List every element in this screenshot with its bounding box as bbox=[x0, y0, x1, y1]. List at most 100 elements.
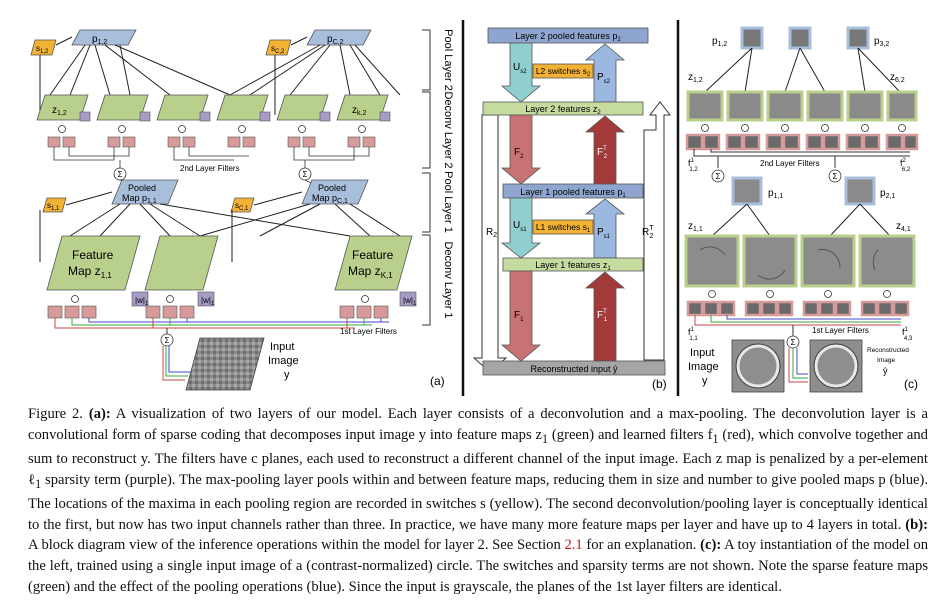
filters1 bbox=[47, 305, 389, 319]
input-label-a: Input bbox=[270, 341, 294, 353]
svg-text:sC,2: sC,2 bbox=[271, 44, 285, 55]
l2-features-block bbox=[482, 101, 644, 116]
svg-text:f11,2: f1 1,2 bbox=[688, 158, 698, 173]
svg-text:Pooled: Pooled bbox=[128, 183, 156, 193]
filters2-wires bbox=[53, 147, 370, 168]
svg-text:p1,2: p1,2 bbox=[712, 36, 727, 48]
input-wires bbox=[162, 346, 191, 381]
svg-text:sC,1: sC,1 bbox=[235, 201, 249, 212]
l1-features-block bbox=[502, 257, 644, 272]
r2t-label: RT 2 bbox=[642, 225, 654, 240]
svg-text:F1: F1 bbox=[514, 310, 524, 323]
panel-c-filters2 bbox=[685, 133, 919, 151]
svg-text:s1,1: s1,1 bbox=[47, 201, 60, 212]
l1-pooled-block bbox=[502, 183, 644, 199]
svg-text:Us2: Us2 bbox=[513, 62, 527, 75]
svg-text:z1,2: z1,2 bbox=[688, 72, 703, 84]
svg-text:|w|1: |w|1 bbox=[201, 296, 215, 307]
us1-arrow bbox=[500, 197, 542, 259]
r2-label: R2 bbox=[486, 227, 497, 239]
caption-a-tag: (a): bbox=[88, 406, 111, 422]
l1-switches-block bbox=[532, 219, 594, 235]
filters2-label: 2nd Layer Filters bbox=[180, 164, 240, 173]
sum2-left: Σ bbox=[113, 167, 127, 181]
section-ref-link[interactable]: 2.1 bbox=[564, 537, 583, 554]
svg-text:Layer 2 features z2: Layer 2 features z2 bbox=[525, 104, 601, 116]
pool2-left: p1,2 bbox=[71, 29, 137, 46]
z2-maps: z1,2 zk,2 bbox=[36, 94, 391, 122]
svg-text:y: y bbox=[702, 375, 708, 387]
svg-text:Reconstructed input ŷ: Reconstructed input ŷ bbox=[530, 364, 618, 374]
sum2-right: Σ bbox=[298, 167, 312, 181]
svg-text:Ps1: Ps1 bbox=[597, 227, 611, 240]
switch2-right: sC,2 bbox=[265, 39, 292, 56]
sum1: Σ bbox=[160, 333, 174, 347]
svg-text:p2,1: p2,1 bbox=[880, 188, 895, 200]
svg-text:Map p1,1: Map p1,1 bbox=[122, 193, 157, 205]
svg-text:F2: F2 bbox=[514, 147, 524, 160]
svg-text:z6,2: z6,2 bbox=[890, 72, 905, 84]
svg-text:p1,2: p1,2 bbox=[92, 34, 107, 46]
svg-text:Map pC,1: Map pC,1 bbox=[312, 193, 348, 205]
svg-text:Feature: Feature bbox=[72, 248, 114, 262]
side-label-pool2: Pool Layer 2 bbox=[442, 29, 454, 91]
svg-text:ŷ: ŷ bbox=[883, 366, 888, 376]
svg-text:|w|1: |w|1 bbox=[403, 296, 417, 307]
l2-switches-block bbox=[532, 63, 594, 79]
input-image-a bbox=[185, 337, 265, 391]
svg-text:Ps2: Ps2 bbox=[597, 72, 611, 85]
svg-text:Reconstructed: Reconstructed bbox=[867, 347, 909, 354]
conv1-symbols bbox=[71, 295, 369, 303]
pool1-right: Pooled Map pC,1 bbox=[301, 179, 369, 205]
f1-arrow bbox=[500, 270, 542, 362]
l2-pooled-label: Layer 2 pooled features p2 bbox=[515, 31, 621, 43]
reconstructed-block bbox=[482, 360, 666, 376]
f1t-arrow bbox=[584, 271, 626, 362]
f2-arrow bbox=[500, 114, 542, 185]
z1-maps: Feature Map z1,1 Feature Map zK,1 |w|1 |… bbox=[46, 235, 417, 307]
figure-caption: Figure 2. (a): A visualization of two la… bbox=[28, 406, 928, 595]
svg-text:Σ: Σ bbox=[716, 172, 721, 181]
svg-text:1st Layer Filters: 1st Layer Filters bbox=[812, 326, 869, 335]
pool2-right: pC,2 bbox=[306, 29, 372, 46]
svg-text:f11,1: f1 1,1 bbox=[688, 327, 698, 342]
svg-text:|w|1: |w|1 bbox=[135, 296, 149, 307]
caption-fig: Figure 2. bbox=[28, 406, 83, 422]
panel-b: R2 RT 2 Layer 2 pooled features p2 Us2 Ps… bbox=[472, 27, 672, 391]
ps1-arrow bbox=[584, 198, 626, 259]
svg-text:Σ: Σ bbox=[165, 336, 170, 345]
side-label-deconv2: Deconv Layer 2 bbox=[442, 91, 454, 168]
pool1-connections bbox=[39, 191, 401, 262]
svg-text:zk,2: zk,2 bbox=[352, 105, 366, 117]
r2-arrow bbox=[472, 114, 508, 373]
switch1-right: sC,1 bbox=[230, 197, 255, 213]
switch1-left: s1,1 bbox=[42, 197, 67, 213]
svg-text:Σ: Σ bbox=[118, 170, 123, 179]
panel-a-tag: (a) bbox=[430, 374, 445, 388]
svg-text:f14,3: f1 4,3 bbox=[902, 327, 913, 342]
svg-text:Map z1,1: Map z1,1 bbox=[68, 264, 112, 280]
pool1-left: Pooled Map p1,1 bbox=[111, 179, 179, 205]
r2t-arrow bbox=[643, 101, 672, 361]
svg-text:L2 switches s2: L2 switches s2 bbox=[536, 66, 591, 78]
svg-text:L1 switches s1: L1 switches s1 bbox=[536, 222, 591, 234]
filters1-label: 1st Layer Filters bbox=[340, 327, 397, 336]
switch2-left: s1,2 bbox=[30, 39, 57, 56]
svg-text:FT1: FT 1 bbox=[597, 309, 608, 323]
panel-c-tag: (c) bbox=[904, 377, 918, 391]
svg-text:Σ: Σ bbox=[791, 338, 796, 347]
svg-text:s1,2: s1,2 bbox=[36, 44, 49, 55]
svg-text:z1,1: z1,1 bbox=[688, 221, 703, 233]
svg-text:Σ: Σ bbox=[833, 172, 838, 181]
panel-b-tag: (b) bbox=[652, 377, 667, 391]
svg-text:Layer 1 features z1: Layer 1 features z1 bbox=[535, 260, 611, 272]
svg-text:Feature: Feature bbox=[352, 248, 394, 262]
panel-a: Pool Layer 2 Deconv Layer 2 Pool Layer 1… bbox=[30, 29, 454, 391]
caption-c-tag: (c): bbox=[700, 537, 722, 554]
svg-text:Pooled: Pooled bbox=[318, 183, 346, 193]
side-brackets bbox=[422, 29, 431, 326]
svg-text:p3,2: p3,2 bbox=[874, 36, 889, 48]
svg-text:f26,2: f2 6,2 bbox=[900, 158, 911, 173]
svg-text:Map zK,1: Map zK,1 bbox=[348, 264, 393, 280]
ps2-arrow bbox=[584, 43, 626, 103]
